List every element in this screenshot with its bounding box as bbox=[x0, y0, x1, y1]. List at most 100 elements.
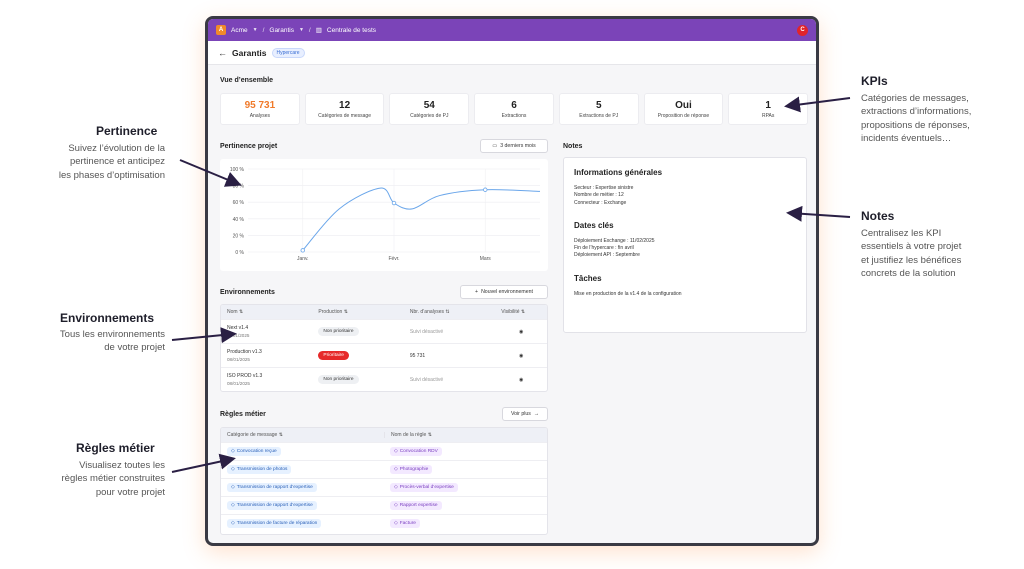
eye-icon[interactable]: ◉ bbox=[518, 376, 524, 383]
kpi-value: 12 bbox=[339, 99, 351, 111]
period-button-label: 3 derniers mois bbox=[500, 143, 536, 149]
rules-title: Règles métier bbox=[220, 411, 266, 418]
plus-icon: + bbox=[475, 289, 479, 295]
eye-icon[interactable]: ◉ bbox=[518, 328, 524, 335]
data-point bbox=[483, 187, 488, 192]
line-chart: 100 % 80 % 60 % 40 % 20 % 0 % Janv. Févr. Mars bbox=[230, 167, 541, 262]
kpi-value: Oui bbox=[675, 99, 692, 111]
kpi-card: Oui Proposition de réponse bbox=[643, 93, 724, 125]
annotation-rules-title: Règles métier bbox=[76, 441, 155, 455]
building-icon: ▥ bbox=[315, 27, 322, 34]
table-row[interactable]: ISO PROD v1.3 08/01/2025 Non prioritaire … bbox=[221, 367, 547, 391]
y-tick-label: 60 % bbox=[233, 200, 245, 206]
kpi-label: RPAs bbox=[761, 112, 775, 119]
env-name-cell: Next v1.4 …/01/2025 bbox=[227, 325, 250, 338]
kpi-value: 54 bbox=[423, 99, 435, 111]
kpi-card: 6 Extractions bbox=[474, 93, 554, 125]
new-environment-label: Nouvel environnement bbox=[481, 289, 533, 295]
column-header[interactable]: Nom de la règle ⇅ bbox=[384, 432, 547, 438]
period-button[interactable]: ▭ 3 derniers mois bbox=[480, 139, 548, 153]
notes-section-heading: Dates clés bbox=[574, 220, 614, 230]
table-row[interactable]: Next v1.4 …/01/2025 Non prioritaire Suivi… bbox=[221, 319, 547, 343]
annotation-environments-title: Environnements bbox=[60, 311, 155, 325]
sort-icon: ⇅ bbox=[278, 432, 283, 438]
breadcrumb-client[interactable]: Garantis bbox=[269, 26, 294, 34]
column-header[interactable]: Production ⇅ bbox=[318, 309, 348, 315]
kpi-value: 95 731 bbox=[244, 99, 276, 111]
rules-table: Catégorie de message ⇅ Nom de la règle ⇅… bbox=[220, 427, 548, 535]
kpi-value: 6 bbox=[511, 99, 517, 111]
see-more-label: Voir plus bbox=[510, 411, 531, 417]
table-row[interactable]: ◇ Transmission de photos ◇ Photographie bbox=[221, 460, 547, 478]
kpi-card: 54 Catégories de PJ bbox=[389, 93, 470, 125]
annotation-pertinence-text: Suivez l’évolution de la pertinence et an… bbox=[58, 143, 165, 181]
new-environment-button[interactable]: + Nouvel environnement bbox=[460, 285, 548, 299]
tag-icon: ◇ bbox=[394, 485, 398, 490]
chevron-down-icon[interactable]: ▼ bbox=[252, 27, 258, 33]
data-point bbox=[391, 200, 397, 206]
tag-icon: ◇ bbox=[231, 449, 235, 454]
sort-icon: ⇅ bbox=[445, 309, 450, 315]
tag-icon: ◇ bbox=[394, 467, 398, 472]
notes-card[interactable]: Informations générales Secteur : Experti… bbox=[563, 157, 807, 333]
breadcrumb-separator: / bbox=[262, 26, 265, 34]
avatar[interactable]: C bbox=[797, 24, 808, 36]
sort-icon: ⇅ bbox=[343, 309, 348, 315]
annotation-kpis-title: KPIs bbox=[861, 74, 888, 88]
table-row[interactable]: ◇ Transmission de rapport d’expertise ◇ Pr… bbox=[221, 478, 547, 496]
kpi-label: Catégories de PJ bbox=[410, 112, 449, 119]
see-more-button[interactable]: Voir plus → bbox=[502, 407, 548, 421]
table-row[interactable]: ◇ Transmission de rapport d’expertise ◇ Ra… bbox=[221, 496, 547, 514]
env-name-cell: ISO PROD v1.3 08/01/2025 bbox=[227, 373, 263, 386]
env-analyses-cell: 95 731 bbox=[409, 352, 426, 359]
notes-line: Connecteur : Exchange bbox=[574, 199, 627, 206]
eye-icon[interactable]: ◉ bbox=[518, 352, 524, 359]
table-header: Catégorie de message ⇅ Nom de la règle ⇅ bbox=[221, 428, 547, 442]
kpi-card: 95 731 Analyses bbox=[220, 93, 300, 125]
column-header[interactable]: Nbr. d’analyses ⇅ bbox=[409, 309, 450, 315]
notes-line: Déploiement API : Septembre bbox=[574, 252, 640, 259]
kpi-label: Proposition de réponse bbox=[657, 112, 710, 119]
table-row[interactable]: ◇ Transmission de facture de réparation ◇… bbox=[221, 514, 547, 532]
annotation-pertinence-title: Pertinence bbox=[96, 124, 158, 138]
notes-line: Secteur : Expertise sinistre bbox=[574, 185, 634, 191]
tag-icon: ◇ bbox=[231, 485, 235, 490]
priority-pill: Non prioritaire bbox=[318, 327, 359, 336]
breadcrumb-separator: / bbox=[308, 26, 311, 34]
category-tag: ◇ Transmission de photos bbox=[227, 465, 292, 474]
environments-table: Nom ⇅ Production ⇅ Nbr. d’analyses ⇅ Vis… bbox=[220, 304, 548, 392]
kpi-value: 5 bbox=[595, 99, 602, 111]
tag-icon: ◇ bbox=[231, 467, 235, 472]
overview-title: Vue d’ensemble bbox=[220, 77, 274, 84]
notes-line: Déploiement Exchange : 11/02/2025 bbox=[574, 237, 655, 244]
page-title: Garantis bbox=[232, 47, 267, 58]
status-badge: Hypercare bbox=[271, 47, 305, 58]
y-tick-label: 40 % bbox=[233, 217, 245, 223]
calendar-icon: ▭ bbox=[492, 143, 498, 149]
table-row[interactable]: Production v1.3 08/01/2025 Prioritaire 95… bbox=[221, 343, 547, 367]
notes-title: Notes bbox=[563, 143, 583, 150]
env-analyses-cell: Suivi désactivé bbox=[409, 376, 444, 383]
notes-line: Fin de l’hypercare : fin avril bbox=[574, 245, 634, 251]
column-header[interactable]: Nom ⇅ bbox=[227, 309, 244, 315]
tag-icon: ◇ bbox=[394, 449, 398, 454]
pertinence-chart: 100 % 80 % 60 % 40 % 20 % 0 % Janv. Févr. Mars bbox=[220, 159, 548, 271]
column-header[interactable]: Catégorie de message ⇅ bbox=[227, 432, 283, 438]
breadcrumb-project[interactable]: Centrale de tests bbox=[326, 26, 377, 34]
kpi-card: 5 Extractions de PJ bbox=[558, 93, 639, 125]
org-switcher[interactable]: Acme bbox=[231, 26, 248, 34]
tag-icon: ◇ bbox=[231, 521, 235, 526]
priority-pill: Non prioritaire bbox=[318, 375, 359, 384]
column-header[interactable]: Visibilité ⇅ bbox=[501, 309, 526, 315]
tag-icon: ◇ bbox=[394, 503, 398, 508]
arrow-left-icon[interactable]: ← bbox=[218, 47, 227, 58]
series-line bbox=[302, 187, 541, 251]
org-logo[interactable]: A bbox=[216, 25, 226, 35]
env-name-cell: Production v1.3 08/01/2025 bbox=[227, 349, 262, 362]
env-production-cell: Non prioritaire bbox=[312, 327, 403, 336]
table-row[interactable]: ◇ Convocation reçue ◇ Convocation RDV bbox=[221, 442, 547, 460]
chevron-down-icon[interactable]: ▼ bbox=[298, 27, 304, 33]
rule-tag: ◇ Rapport expertise bbox=[390, 501, 442, 510]
rule-tag: ◇ Convocation RDV bbox=[390, 447, 442, 456]
sort-icon: ⇅ bbox=[427, 432, 432, 438]
